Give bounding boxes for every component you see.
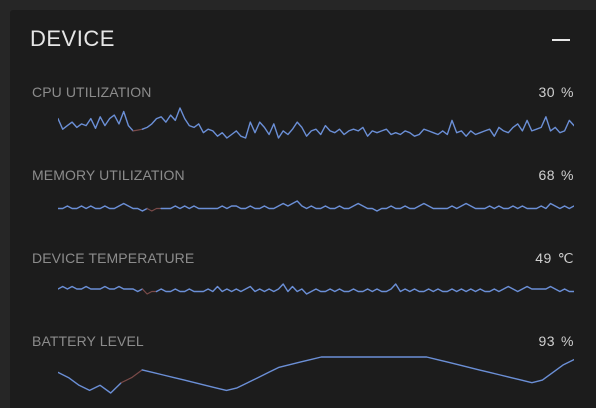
sparkline-segment bbox=[58, 371, 122, 394]
metric-label: CPU UTILIZATION bbox=[32, 84, 152, 100]
metric-unit: % bbox=[561, 333, 574, 349]
metric-value: 30% bbox=[538, 84, 574, 100]
metric-device-temperature: DEVICE TEMPERATURE 49 ℃ bbox=[32, 250, 574, 320]
metric-label: BATTERY LEVEL bbox=[32, 333, 144, 349]
metric-value-number: 49 bbox=[535, 250, 552, 266]
metric-label: MEMORY UTILIZATION bbox=[32, 167, 185, 183]
cpu-sparkline-chart bbox=[58, 107, 574, 139]
sparkline-gap-segment bbox=[141, 288, 158, 295]
metric-cpu-utilization: CPU UTILIZATION 30% bbox=[32, 84, 574, 154]
metric-value: 93% bbox=[538, 333, 574, 349]
metric-unit: ℃ bbox=[557, 250, 574, 266]
sparkline-gap-segment bbox=[132, 128, 143, 132]
memory-sparkline-chart bbox=[58, 200, 574, 212]
metric-value-number: 93 bbox=[538, 333, 556, 349]
battery-sparkline-chart bbox=[58, 356, 574, 394]
sparkline-gap-segment bbox=[146, 207, 162, 212]
metric-unit: % bbox=[561, 167, 574, 183]
sparkline-gap-segment bbox=[120, 369, 143, 384]
metric-battery-level: BATTERY LEVEL 93% bbox=[32, 333, 574, 403]
sparkline-segment bbox=[141, 107, 574, 139]
metric-label: DEVICE TEMPERATURE bbox=[32, 250, 195, 266]
metric-value-number: 30 bbox=[538, 84, 556, 100]
panel-title: DEVICE bbox=[30, 26, 115, 51]
minimize-icon bbox=[552, 39, 570, 41]
metric-unit: % bbox=[561, 84, 574, 100]
temperature-sparkline-chart bbox=[58, 283, 574, 295]
sparkline-segment bbox=[58, 110, 134, 132]
sparkline-segment bbox=[160, 200, 574, 212]
metric-memory-utilization: MEMORY UTILIZATION 68% bbox=[32, 167, 574, 237]
metric-value: 49 ℃ bbox=[535, 250, 574, 267]
sparkline-segment bbox=[141, 356, 574, 392]
sparkline-segment bbox=[58, 285, 144, 293]
metric-value-number: 68 bbox=[538, 167, 556, 183]
minimize-button[interactable] bbox=[546, 26, 576, 52]
panel-header: DEVICE bbox=[30, 24, 576, 56]
sparkline-segment bbox=[58, 202, 148, 212]
device-panel: DEVICE CPU UTILIZATION 30% MEMORY UTILIZ… bbox=[10, 10, 596, 408]
metric-value: 68% bbox=[538, 167, 574, 183]
sparkline-segment bbox=[155, 283, 574, 295]
